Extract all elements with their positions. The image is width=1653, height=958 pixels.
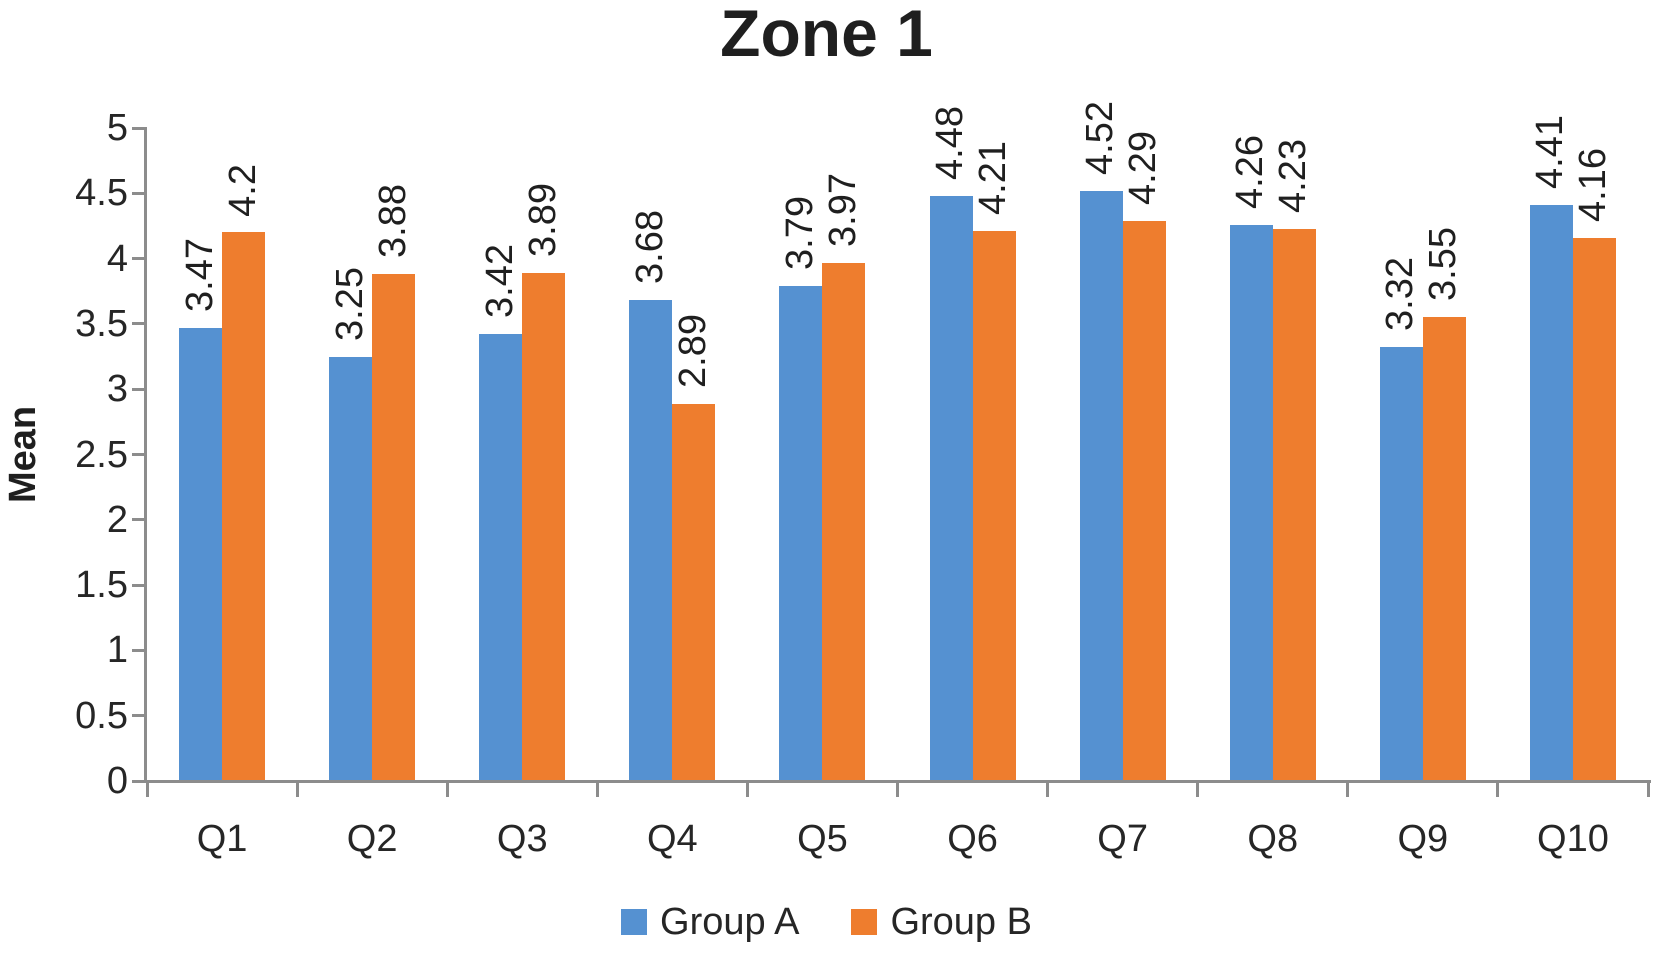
bar-group-b-q10 <box>1572 237 1616 781</box>
x-tick-mark-0 <box>145 781 149 797</box>
value-label-group-a-q2: 3.25 <box>328 266 371 341</box>
x-tick-label-q4: Q4 <box>646 818 698 860</box>
bar-group-b-q3 <box>522 272 566 781</box>
value-label-group-b-q5: 3.97 <box>821 172 864 247</box>
y-tick-label-0: 0 <box>106 760 128 802</box>
bar-group-a-q3 <box>479 334 523 781</box>
value-label-group-b-q10: 4.16 <box>1572 147 1615 222</box>
legend-swatch-group-b <box>851 909 878 935</box>
bar-group-b-q9 <box>1422 317 1466 781</box>
value-label-group-b-q9: 3.55 <box>1422 227 1465 302</box>
x-tick-label-q10: Q10 <box>1537 818 1609 860</box>
x-tick-mark-4 <box>745 781 749 797</box>
value-label-group-b-q1: 4.2 <box>221 163 264 217</box>
x-axis-line <box>132 779 1651 783</box>
value-label-group-a-q10: 4.41 <box>1529 115 1572 190</box>
bar-group-b-q5 <box>822 262 866 781</box>
y-tick-mark-2 <box>132 518 147 522</box>
y-tick-mark-4.5 <box>132 191 147 195</box>
chart-title: Zone 1 <box>720 0 933 70</box>
y-tick-mark-3 <box>132 387 147 391</box>
y-tick-label-2: 2 <box>106 498 128 541</box>
bar-group-b-q6 <box>972 231 1016 781</box>
value-label-group-b-q2: 3.88 <box>371 184 414 259</box>
x-tick-mark-10 <box>1646 781 1650 797</box>
x-tick-label-q5: Q5 <box>797 818 848 860</box>
y-axis-line <box>144 128 147 781</box>
legend-item-group-b: Group B <box>851 901 1032 944</box>
y-tick-label-5: 5 <box>106 107 128 149</box>
bar-group-b-q7 <box>1122 220 1166 781</box>
bar-group-a-q8 <box>1229 224 1273 781</box>
bar-group-b-q2 <box>372 274 416 781</box>
y-tick-label-2.5: 2.5 <box>75 433 128 476</box>
x-tick-label-q2: Q2 <box>346 818 398 860</box>
value-label-group-a-q3: 3.42 <box>478 244 521 319</box>
bar-group-a-q9 <box>1379 347 1423 781</box>
x-tick-mark-8 <box>1346 781 1350 797</box>
x-tick-mark-5 <box>896 781 899 797</box>
x-tick-mark-6 <box>1046 781 1050 797</box>
legend: Group A Group B <box>0 898 1653 946</box>
bar-group-a-q10 <box>1529 205 1573 781</box>
x-tick-label-q1: Q1 <box>196 818 248 860</box>
x-tick-label-q8: Q8 <box>1247 818 1299 860</box>
bar-group-b-q4 <box>672 403 716 781</box>
x-tick-mark-3 <box>595 781 599 797</box>
y-tick-mark-1 <box>132 648 147 652</box>
y-tick-label-1.5: 1.5 <box>75 564 128 607</box>
y-tick-mark-5 <box>132 126 147 130</box>
bar-group-b-q8 <box>1272 228 1316 781</box>
y-tick-label-3: 3 <box>106 368 128 411</box>
x-tick-label-q9: Q9 <box>1397 818 1449 860</box>
bar-group-a-q1 <box>179 327 223 781</box>
legend-item-group-a: Group A <box>621 901 799 944</box>
y-tick-mark-2.5 <box>132 453 147 456</box>
value-label-group-b-q3: 3.89 <box>521 183 564 257</box>
x-tick-label-q6: Q6 <box>947 818 998 860</box>
x-tick-mark-7 <box>1196 781 1200 797</box>
x-tick-mark-9 <box>1496 781 1500 797</box>
y-tick-label-3.5: 3.5 <box>75 302 128 345</box>
bar-group-b-q1 <box>222 232 266 781</box>
bar-group-a-q4 <box>629 300 673 781</box>
value-label-group-a-q6: 4.48 <box>929 105 972 180</box>
x-tick-label-q3: Q3 <box>496 818 548 860</box>
value-label-group-a-q1: 3.47 <box>178 237 221 312</box>
y-tick-label-4: 4 <box>106 237 128 280</box>
y-tick-mark-1.5 <box>132 583 147 587</box>
bar-group-a-q5 <box>779 286 823 781</box>
x-tick-label-q7: Q7 <box>1097 818 1148 860</box>
legend-label-group-b: Group B <box>890 900 1032 943</box>
legend-swatch-group-a <box>621 909 648 935</box>
y-tick-label-1: 1 <box>106 629 128 672</box>
value-label-group-b-q8: 4.23 <box>1272 138 1315 213</box>
value-label-group-b-q6: 4.21 <box>972 141 1015 216</box>
value-label-group-a-q8: 4.26 <box>1229 134 1272 209</box>
bar-group-a-q7 <box>1079 190 1123 781</box>
bar-group-a-q6 <box>929 195 973 781</box>
bar-group-a-q2 <box>329 356 373 781</box>
y-tick-mark-3.5 <box>132 322 147 326</box>
value-label-group-b-q4: 2.89 <box>671 313 714 388</box>
y-tick-mark-4 <box>132 257 147 261</box>
value-label-group-a-q7: 4.52 <box>1079 100 1122 175</box>
value-label-group-b-q7: 4.29 <box>1122 130 1165 205</box>
value-label-group-a-q5: 3.79 <box>778 196 821 271</box>
x-tick-mark-1 <box>295 781 299 797</box>
y-tick-label-4.5: 4.5 <box>75 172 128 215</box>
x-tick-mark-2 <box>445 781 449 797</box>
value-label-group-a-q9: 3.32 <box>1379 257 1422 332</box>
value-label-group-a-q4: 3.68 <box>628 210 671 285</box>
legend-label-group-a: Group A <box>660 900 800 943</box>
y-tick-mark-0.5 <box>132 714 147 718</box>
y-tick-label-0.5: 0.5 <box>75 694 128 737</box>
